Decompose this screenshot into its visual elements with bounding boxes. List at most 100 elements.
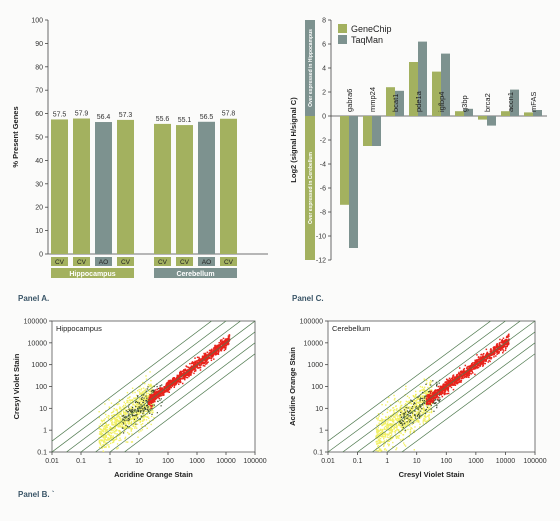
scatter-point-low bbox=[140, 402, 142, 405]
scatter-point-low bbox=[430, 381, 433, 383]
scatter-point-low bbox=[430, 402, 432, 404]
scatter-point-high bbox=[447, 380, 450, 383]
scatter-point-low bbox=[125, 423, 127, 426]
scatter-point-low bbox=[139, 385, 141, 388]
panel-c-bar-taqman bbox=[510, 89, 519, 116]
scatter-point-high bbox=[480, 361, 483, 363]
scatter-point-low bbox=[142, 387, 145, 389]
scatter-point-high bbox=[431, 397, 433, 400]
scatter-point-low bbox=[412, 411, 414, 414]
scatter-point-high bbox=[472, 364, 475, 367]
scatter-point-high bbox=[181, 377, 183, 379]
scatter-point-high bbox=[499, 344, 501, 347]
scatter-point-high bbox=[205, 354, 208, 356]
scatter-point-high bbox=[426, 395, 428, 398]
scatter-point-low bbox=[112, 411, 114, 413]
scatter-point-mid bbox=[153, 404, 156, 406]
scatter-point-high bbox=[180, 378, 182, 380]
scatter-point-high bbox=[206, 357, 209, 360]
scatter-point-high bbox=[497, 345, 500, 347]
scatter-point-high bbox=[456, 382, 459, 385]
scatter-point-high bbox=[456, 374, 458, 376]
scatter-point-mid bbox=[400, 422, 403, 424]
scatter-fold-line bbox=[94, 331, 255, 452]
scatter-point-low bbox=[138, 397, 141, 400]
scatter-point-low bbox=[148, 417, 150, 419]
scatter-point-low bbox=[402, 442, 405, 444]
scatter-point-low bbox=[395, 423, 397, 426]
scatter-point-high bbox=[222, 343, 224, 346]
scatter-point-high bbox=[505, 339, 507, 341]
scatter-point-low bbox=[122, 425, 124, 428]
scatter-point-high bbox=[193, 372, 195, 375]
scatter-point-high bbox=[482, 357, 485, 359]
scatter-point-mid bbox=[421, 407, 423, 410]
scatter-point-mid bbox=[425, 395, 427, 397]
scatter-point-low bbox=[114, 428, 116, 430]
scatter-point-mid bbox=[404, 411, 407, 413]
scatter-y-tick-label: 10 bbox=[39, 406, 47, 413]
scatter-point-high bbox=[476, 365, 479, 367]
scatter-point-high bbox=[179, 372, 182, 374]
scatter-point-low bbox=[136, 390, 139, 392]
scatter-point-low bbox=[115, 419, 118, 421]
scatter-y-axis-title: Cresyl Violet Stain bbox=[12, 353, 21, 419]
scatter-point-low bbox=[425, 396, 427, 399]
scatter-point-low bbox=[426, 390, 428, 393]
scatter-point-low bbox=[150, 411, 152, 413]
scatter-point-low bbox=[149, 392, 152, 395]
scatter-point-high bbox=[480, 358, 482, 360]
scatter-point-high bbox=[467, 375, 469, 377]
scatter-point-low bbox=[393, 394, 395, 397]
scatter-point-high bbox=[194, 360, 196, 363]
scatter-point-low bbox=[105, 427, 107, 430]
scatter-point-low bbox=[128, 423, 130, 425]
scatter-point-low bbox=[410, 418, 413, 420]
scatter-point-low bbox=[414, 390, 417, 393]
scatter-point-high bbox=[430, 390, 432, 393]
scatter-point-high bbox=[190, 371, 193, 374]
scatter-point-low bbox=[120, 419, 122, 421]
scatter-point-mid bbox=[156, 412, 158, 414]
scatter-point-high bbox=[156, 392, 158, 394]
scatter-point-mid bbox=[153, 390, 155, 392]
scatter-point-low bbox=[409, 432, 411, 434]
scatter-point-low bbox=[397, 429, 400, 431]
scatter-point-high bbox=[477, 356, 480, 358]
scatter-point-mid bbox=[128, 420, 130, 422]
scatter-point-low bbox=[405, 414, 408, 416]
scatter-point-mid bbox=[144, 407, 146, 409]
scatter-point-high bbox=[165, 385, 168, 387]
scatter-point-low bbox=[108, 437, 111, 440]
scatter-point-high bbox=[157, 395, 160, 398]
scatter-point-low bbox=[399, 402, 401, 404]
scatter-point-low bbox=[404, 430, 407, 432]
scatter-point-mid bbox=[145, 390, 147, 392]
scatter-point-high bbox=[211, 356, 214, 358]
scatter-point-low bbox=[123, 420, 125, 422]
scatter-point-high bbox=[186, 372, 189, 374]
scatter-point-high bbox=[434, 391, 436, 393]
scatter-point-high bbox=[166, 384, 169, 387]
scatter-point-low bbox=[405, 411, 407, 413]
scatter-point-low bbox=[152, 411, 154, 414]
scatter-point-low bbox=[384, 433, 387, 435]
scatter-point-low bbox=[106, 444, 108, 446]
panel-a-bar-category-label: CV bbox=[55, 259, 65, 266]
scatter-point-high bbox=[168, 385, 171, 388]
scatter-point-low bbox=[99, 454, 100, 455]
scatter-y-tick-label: 1000 bbox=[31, 362, 47, 369]
scatter-point-low bbox=[126, 401, 128, 404]
scatter-point-high bbox=[206, 361, 208, 364]
scatter-fold-line bbox=[371, 331, 535, 452]
scatter-point-mid bbox=[435, 402, 437, 404]
scatter-point-mid bbox=[138, 401, 140, 404]
scatter-point-high bbox=[496, 351, 499, 353]
scatter-point-high bbox=[502, 346, 505, 348]
scatter-point-low bbox=[399, 425, 401, 427]
scatter-point-high bbox=[171, 385, 174, 387]
scatter-point-low bbox=[139, 392, 141, 394]
scatter-point-high bbox=[179, 373, 181, 375]
scatter-title: Hippocampus bbox=[56, 324, 102, 333]
scatter-point-low bbox=[426, 411, 429, 413]
